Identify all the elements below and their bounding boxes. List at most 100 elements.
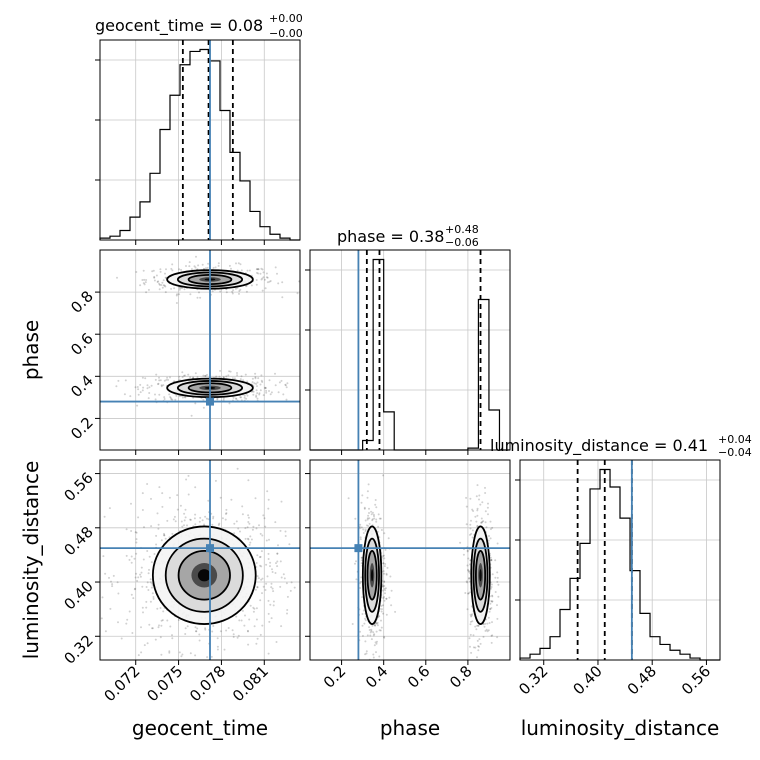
joint-geocent-time-vs-luminosity-distance-point — [135, 552, 138, 555]
joint-geocent-time-vs-luminosity-distance-point — [183, 519, 186, 522]
joint-phase-vs-luminosity-distance-point — [361, 613, 364, 615]
joint-geocent-time-vs-luminosity-distance-point — [152, 596, 155, 598]
joint-geocent-time-vs-phase-point — [190, 268, 193, 271]
joint-geocent-time-vs-luminosity-distance-point — [259, 555, 262, 558]
joint-geocent-time-vs-luminosity-distance-point — [275, 562, 277, 565]
joint-geocent-time-vs-luminosity-distance-point — [271, 571, 274, 573]
joint-geocent-time-vs-luminosity-distance-point — [254, 497, 257, 500]
joint-geocent-time-vs-phase-point — [278, 381, 281, 384]
joint-phase-vs-luminosity-distance-point — [379, 517, 382, 520]
joint-geocent-time-vs-luminosity-distance-point — [132, 597, 135, 600]
title-luminosity-distance-sub: −0.04 — [718, 446, 752, 459]
joint-geocent-time-vs-luminosity-distance-point — [268, 620, 271, 623]
joint-geocent-time-vs-luminosity-distance-point — [286, 609, 289, 611]
joint-geocent-time-vs-luminosity-distance-xtick-label: 0.081 — [229, 662, 272, 705]
hist-geocent-time — [95, 39, 301, 245]
joint-geocent-time-vs-phase-point — [147, 288, 150, 291]
joint-geocent-time-vs-luminosity-distance-point — [135, 538, 138, 541]
joint-geocent-time-vs-luminosity-distance-point — [136, 579, 139, 582]
joint-geocent-time-vs-phase-point — [228, 264, 231, 267]
joint-geocent-time-vs-luminosity-distance-point — [257, 577, 260, 580]
joint-geocent-time-vs-phase-point — [265, 391, 268, 394]
joint-geocent-time-vs-phase-border — [99, 249, 301, 451]
joint-geocent-time-vs-phase-point — [164, 276, 167, 279]
joint-geocent-time-vs-phase-point — [239, 396, 242, 399]
joint-phase-vs-luminosity-distance-point — [360, 580, 363, 583]
joint-phase-vs-luminosity-distance-point — [383, 585, 386, 587]
joint-geocent-time-vs-luminosity-distance-ytick-label: 0.32 — [60, 631, 96, 667]
joint-phase-vs-luminosity-distance-point — [478, 498, 480, 501]
joint-geocent-time-vs-luminosity-distance-point — [173, 515, 176, 518]
joint-geocent-time-vs-phase-point — [192, 376, 195, 379]
joint-geocent-time-vs-phase-point — [235, 398, 238, 400]
joint-phase-vs-luminosity-distance-point — [366, 490, 369, 493]
joint-phase-vs-luminosity-distance-point — [480, 687, 482, 689]
joint-geocent-time-vs-luminosity-distance-point — [152, 597, 155, 600]
joint-geocent-time-vs-phase-point — [178, 268, 181, 271]
joint-geocent-time-vs-luminosity-distance-point — [184, 661, 186, 663]
joint-geocent-time-vs-luminosity-distance-point — [223, 648, 226, 651]
joint-geocent-time-vs-phase-point — [285, 398, 288, 401]
joint-geocent-time-vs-phase-point — [162, 384, 165, 387]
joint-phase-vs-luminosity-distance-point — [360, 501, 363, 504]
joint-phase-vs-luminosity-distance-point — [361, 494, 364, 497]
joint-geocent-time-vs-phase-point — [256, 381, 259, 384]
joint-geocent-time-vs-phase-point — [251, 377, 254, 380]
joint-geocent-time-vs-luminosity-distance-point — [256, 637, 259, 640]
joint-geocent-time-vs-phase-point — [206, 266, 209, 269]
joint-geocent-time-vs-phase-point — [159, 379, 162, 382]
joint-geocent-time-vs-phase-point — [196, 296, 199, 299]
joint-geocent-time-vs-luminosity-distance-point — [247, 514, 250, 517]
joint-geocent-time-vs-luminosity-distance-point — [286, 612, 288, 615]
joint-geocent-time-vs-luminosity-distance-point — [284, 530, 287, 533]
joint-geocent-time-vs-luminosity-distance-point — [140, 626, 142, 629]
joint-geocent-time-vs-luminosity-distance-point — [255, 527, 258, 530]
joint-geocent-time-vs-phase-point — [145, 279, 148, 281]
hist-phase-bg — [310, 250, 510, 450]
joint-phase-vs-luminosity-distance-point — [362, 532, 365, 534]
joint-phase-vs-luminosity-distance-point — [490, 641, 493, 644]
joint-phase-vs-luminosity-distance-point — [370, 630, 373, 633]
joint-geocent-time-vs-luminosity-distance-point — [94, 638, 96, 640]
joint-geocent-time-vs-luminosity-distance-point — [279, 529, 282, 532]
joint-geocent-time-vs-phase-point — [165, 268, 167, 271]
joint-geocent-time-vs-luminosity-distance-point — [267, 507, 270, 510]
joint-phase-vs-luminosity-distance-point — [469, 645, 471, 648]
joint-geocent-time-vs-phase-point — [204, 374, 207, 377]
joint-geocent-time-vs-luminosity-distance-point — [130, 593, 133, 596]
joint-geocent-time-vs-phase-point — [262, 394, 265, 397]
joint-geocent-time-vs-luminosity-distance-point — [160, 624, 163, 627]
joint-geocent-time-vs-phase-point — [196, 376, 199, 379]
joint-phase-vs-luminosity-distance-point — [372, 653, 375, 656]
joint-phase-vs-luminosity-distance-point — [472, 634, 475, 637]
joint-phase-vs-luminosity-distance-point — [471, 536, 474, 539]
joint-geocent-time-vs-luminosity-distance-point — [161, 619, 164, 622]
joint-geocent-time-vs-luminosity-distance-point — [146, 642, 149, 645]
joint-geocent-time-vs-luminosity-distance-point — [293, 586, 296, 589]
joint-phase-vs-luminosity-distance-point — [486, 630, 489, 633]
joint-phase-vs-luminosity-distance-point — [480, 521, 483, 524]
joint-geocent-time-vs-luminosity-distance-point — [262, 585, 265, 588]
joint-geocent-time-vs-luminosity-distance-point — [189, 518, 192, 521]
joint-geocent-time-vs-luminosity-distance-point — [239, 530, 241, 533]
joint-phase-vs-luminosity-distance-contour — [474, 549, 487, 601]
hist-luminosity-distance-xtick-label: 0.40 — [569, 662, 605, 698]
joint-geocent-time-vs-phase-point — [243, 396, 246, 399]
joint-geocent-time-vs-phase-point — [253, 382, 256, 385]
joint-phase-vs-luminosity-distance-point — [489, 520, 492, 523]
joint-geocent-time-vs-luminosity-distance-point — [247, 516, 250, 519]
joint-phase-vs-luminosity-distance-point — [489, 528, 492, 531]
joint-phase-vs-luminosity-distance-point — [490, 583, 493, 586]
joint-geocent-time-vs-luminosity-distance-point — [204, 628, 207, 631]
joint-phase-vs-luminosity-distance-point — [360, 556, 363, 559]
joint-geocent-time-vs-phase-point — [180, 268, 183, 271]
joint-geocent-time-vs-phase-point — [170, 267, 173, 270]
joint-geocent-time-vs-luminosity-distance-density-level — [197, 569, 211, 582]
joint-geocent-time-vs-phase-point — [218, 375, 221, 378]
joint-geocent-time-vs-luminosity-distance-point — [238, 619, 241, 622]
hist-luminosity-distance-xtick-label: 0.56 — [678, 662, 714, 698]
joint-phase-vs-luminosity-distance-point — [464, 592, 467, 594]
joint-phase-vs-luminosity-distance-point — [476, 525, 479, 528]
joint-geocent-time-vs-luminosity-distance-point — [142, 558, 145, 561]
joint-geocent-time-vs-luminosity-distance-point — [189, 518, 192, 521]
